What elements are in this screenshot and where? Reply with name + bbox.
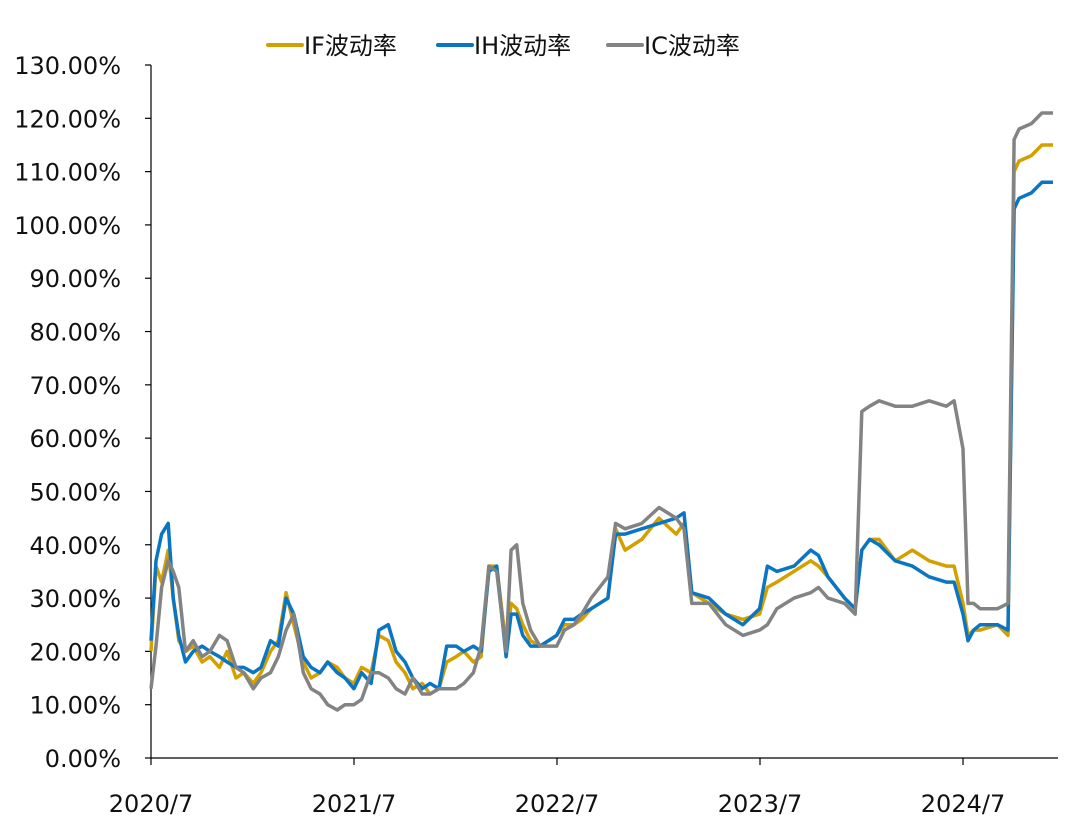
y-tick-label: 10.00% xyxy=(29,692,121,720)
y-tick-label: 50.00% xyxy=(29,478,121,506)
y-tick-label: 70.00% xyxy=(29,372,121,400)
series-line-ih xyxy=(149,180,1053,691)
y-tick-label: 40.00% xyxy=(29,532,121,560)
x-tick-label: 2021/7 xyxy=(312,790,396,818)
series-line-if xyxy=(149,143,1053,696)
x-tick-label: 2020/7 xyxy=(109,790,193,818)
y-tick-label: 90.00% xyxy=(29,265,121,293)
series-lines xyxy=(149,111,1053,712)
legend-label: IF波动率 xyxy=(304,32,397,60)
y-tick-label: 100.00% xyxy=(14,212,121,240)
y-tick-label: 120.00% xyxy=(14,105,121,133)
x-tick-label: 2024/7 xyxy=(921,790,1005,818)
x-tick-label: 2022/7 xyxy=(515,790,599,818)
y-tick-label: 130.00% xyxy=(14,52,121,80)
legend-label: IC波动率 xyxy=(644,32,740,60)
x-axis: 2020/7 2021/7 2022/7 2023/7 2024/7 xyxy=(109,757,1058,818)
y-tick-label: 60.00% xyxy=(29,425,121,453)
y-tick-label: 0.00% xyxy=(45,745,121,773)
y-axis: 0.00% 10.00% 20.00% 30.00% 40.00% 50.00% 60.00… xyxy=(14,52,152,773)
legend-label: IH波动率 xyxy=(474,32,571,60)
y-tick-label: 80.00% xyxy=(29,319,121,347)
y-tick-label: 30.00% xyxy=(29,585,121,613)
series-line-ic xyxy=(149,111,1053,712)
y-tick-label: 20.00% xyxy=(29,638,121,666)
legend: IF波动率 IH波动率 IC波动率 xyxy=(266,32,740,60)
y-tick-label: 110.00% xyxy=(14,159,121,187)
x-tick-label: 2023/7 xyxy=(718,790,802,818)
